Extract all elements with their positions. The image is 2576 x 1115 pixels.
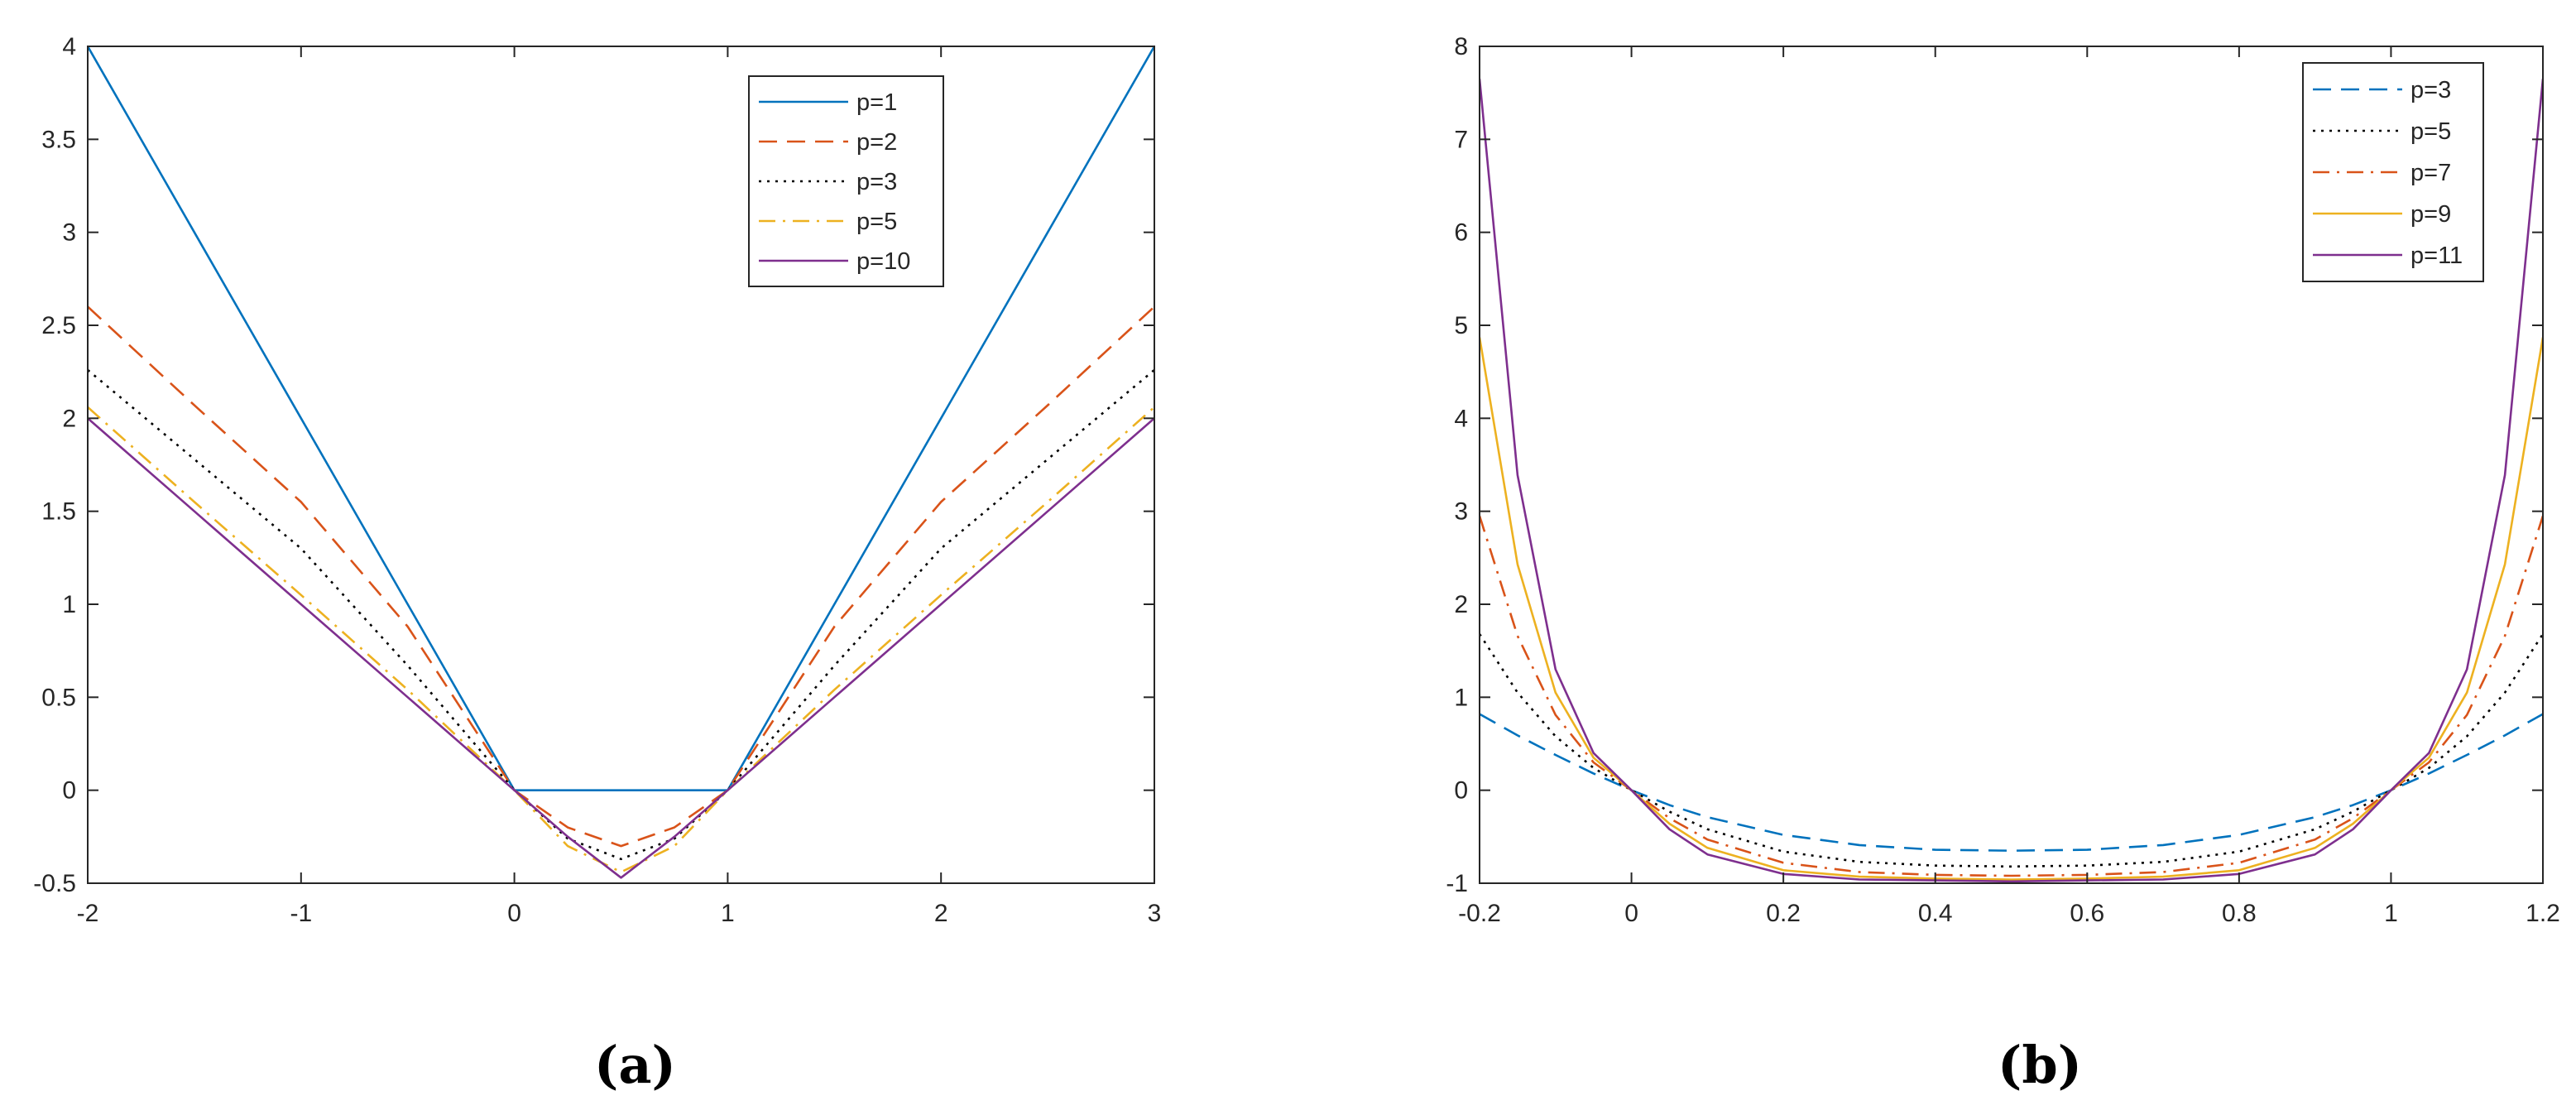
x-tick-label: 1 [2384, 900, 2398, 927]
y-tick-label: 1 [1454, 684, 1468, 711]
x-tick-label: 1 [721, 900, 735, 927]
x-tick-label: -2 [77, 900, 99, 927]
chart-panel-b: -0.2 0 0.2 0.4 0.6 0.8 1 1.2-1012345678p=3p=5p=… [1446, 33, 2560, 927]
x-tick-label: -1 [290, 900, 312, 927]
series-line-p=1 [88, 46, 1154, 792]
x-tick-label: 0.4 [1918, 900, 1953, 927]
series-line-p=10 [88, 417, 1154, 879]
y-tick-label: 2 [1454, 591, 1468, 618]
y-tick-label: 3.5 [41, 126, 76, 153]
y-tick-label: 3 [1454, 498, 1468, 526]
legend-label: p=3 [2411, 77, 2451, 103]
y-tick-label: 1 [62, 591, 76, 618]
x-tick-label: -0.2 [1458, 900, 1501, 927]
legend-label: p=2 [856, 129, 897, 156]
x-tick-label: 0.2 [1766, 900, 1801, 927]
plot-frame [87, 46, 1155, 884]
plot-frame [1479, 46, 2544, 884]
y-tick-label: 1.5 [41, 498, 76, 526]
legend-label: p=11 [2411, 243, 2463, 269]
x-tick-label: 2 [934, 900, 948, 927]
legend-label: p=5 [2411, 118, 2451, 145]
y-tick-label: -0.5 [33, 870, 76, 897]
y-tick-label: 0 [62, 777, 76, 805]
series-line-p=3 [1480, 713, 2543, 852]
y-tick-label: 6 [1454, 219, 1468, 247]
series-line-p=7 [1480, 515, 2543, 877]
legend-label: p=10 [856, 248, 910, 275]
y-tick-label: 0 [1454, 777, 1468, 805]
x-tick-label: 1.2 [2526, 900, 2560, 927]
legend-label: p=7 [2411, 160, 2451, 186]
y-tick-label: 2 [62, 405, 76, 432]
x-tick-label: 0.8 [2222, 900, 2257, 927]
series-line-p=5 [1480, 633, 2543, 868]
y-tick-label: 4 [1454, 405, 1468, 432]
legend-label: p=1 [856, 89, 897, 116]
y-tick-label: 4 [62, 33, 76, 60]
x-tick-label: 0.6 [2070, 900, 2104, 927]
y-tick-label: 8 [1454, 33, 1468, 60]
caption-b: (b) [1998, 1035, 2083, 1095]
y-tick-label: 3 [62, 219, 76, 247]
legend: p=3 p=5 p=7 p=9 p=11 [2302, 62, 2484, 282]
y-tick-label: 5 [1454, 312, 1468, 339]
series-line-p=9 [1480, 337, 2543, 881]
x-tick-label: 0 [507, 900, 521, 927]
series-line-p=5 [88, 406, 1154, 873]
x-tick-label: 0 [1624, 900, 1638, 927]
legend-label: p=5 [856, 209, 897, 235]
series-line-p=3 [88, 368, 1154, 861]
y-tick-label: 0.5 [41, 684, 76, 711]
legend: p=1 p=2 p=3 p=5 p=10 [748, 75, 944, 287]
y-tick-label: 7 [1454, 126, 1468, 153]
caption-a: (a) [594, 1035, 676, 1095]
legend-label: p=3 [856, 169, 897, 195]
x-tick-label: 3 [1148, 900, 1162, 927]
y-tick-label: 2.5 [41, 312, 76, 339]
series-line-p=11 [1480, 79, 2543, 883]
legend-label: p=9 [2411, 201, 2451, 228]
series-line-p=2 [88, 305, 1154, 848]
chart-panel-a: -2 -1 0 1 2 3-0.500.511.522.533.54p=1p=2p=3p=… [33, 33, 1161, 927]
y-tick-label: -1 [1446, 870, 1468, 897]
